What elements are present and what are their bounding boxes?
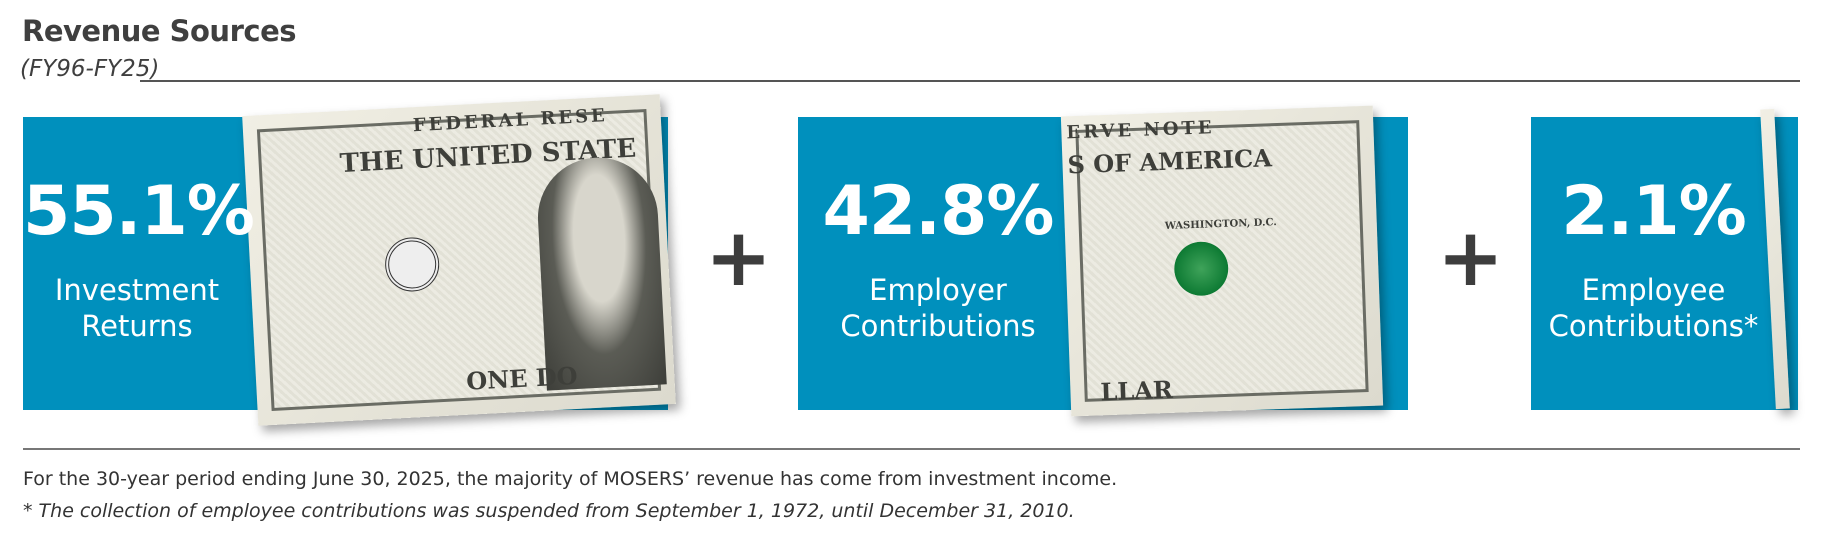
bill-text: ONE DO [465,360,579,396]
label-line: Contributions [840,309,1036,343]
plus-icon: + [1437,211,1505,304]
investment-returns-card: FEDERAL RESE THE UNITED STATE ONE DO 55.… [23,94,676,426]
employee-contributions-card: 2.1% Employee Contributions* [1531,108,1798,410]
percent-value: 2.1% [1561,172,1747,251]
label-line: Returns [81,309,193,343]
label-line: Employee [1581,273,1726,307]
plus-icon: + [705,211,773,304]
dollar-bill-edge-image [1760,108,1790,410]
employer-contributions-card: ERVE NOTE S OF AMERICA WASHINGTON, D.C. … [798,105,1408,417]
label-line: Investment [54,273,220,307]
label-line: Contributions* [1548,309,1759,343]
divider [140,80,1800,82]
bill-text: LLAR [1099,374,1174,407]
percent-value: 55.1% [23,172,255,251]
summary-note: For the 30-year period ending June 30, 2… [23,468,1118,490]
page-subtitle: (FY96-FY25) [20,56,160,82]
footnote: * The collection of employee contributio… [23,500,1075,522]
dollar-bill-image: ERVE NOTE S OF AMERICA WASHINGTON, D.C. … [1060,105,1384,417]
page-title: Revenue Sources [22,14,297,48]
percent-value: 42.8% [822,172,1055,251]
portrait-icon [534,154,667,391]
source-label: Employer Contributions [798,272,1078,344]
source-label: Employee Contributions* [1531,272,1776,344]
source-label: Investment Returns [23,272,251,344]
divider [23,448,1800,450]
label-line: Employer [869,273,1007,307]
dollar-bill-image: FEDERAL RESE THE UNITED STATE ONE DO [242,94,676,426]
